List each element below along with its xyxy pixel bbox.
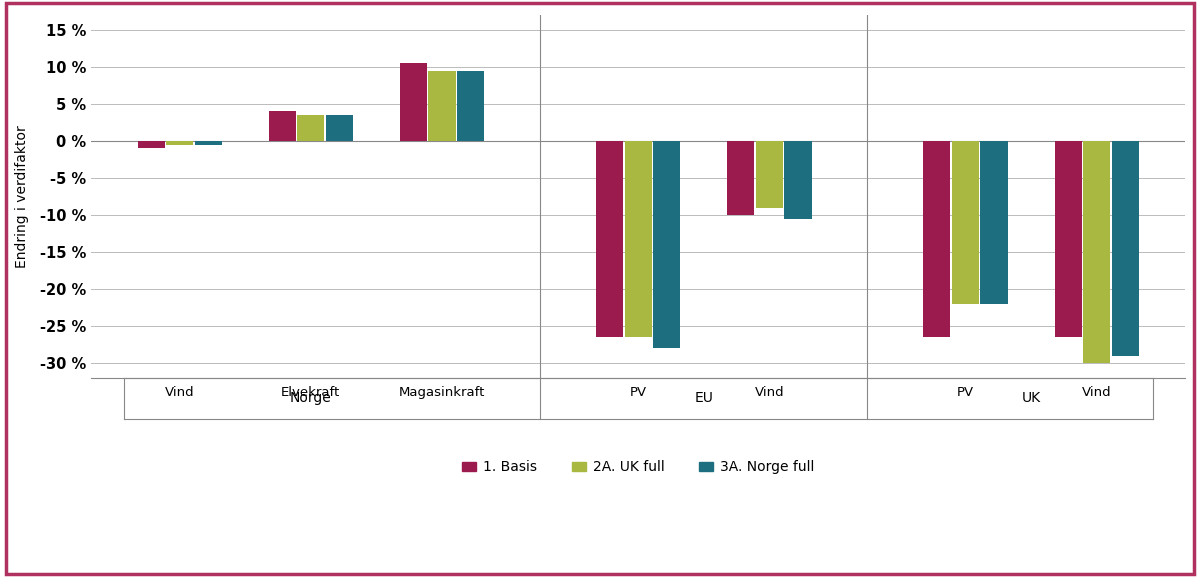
Bar	[727, 141, 755, 215]
Bar	[1111, 141, 1139, 356]
Bar	[269, 111, 296, 141]
Bar	[298, 115, 324, 141]
Bar	[326, 115, 353, 141]
Bar	[166, 141, 193, 145]
Text: Norge: Norge	[290, 391, 331, 405]
Bar	[785, 141, 811, 219]
Text: UK: UK	[1021, 391, 1040, 405]
Bar	[625, 141, 652, 337]
Bar	[1084, 141, 1110, 363]
Bar	[194, 141, 222, 145]
Bar	[428, 70, 456, 141]
Bar	[980, 141, 1008, 304]
Legend: 1. Basis, 2A. UK full, 3A. Norge full: 1. Basis, 2A. UK full, 3A. Norge full	[456, 455, 820, 480]
Bar	[138, 141, 164, 148]
Bar	[400, 63, 427, 141]
Bar	[596, 141, 623, 337]
Bar	[1055, 141, 1081, 337]
Bar	[457, 70, 484, 141]
Bar	[952, 141, 979, 304]
Text: EU: EU	[695, 391, 713, 405]
Y-axis label: Endring i verdifaktor: Endring i verdifaktor	[14, 125, 29, 268]
Bar	[923, 141, 950, 337]
Bar	[653, 141, 680, 349]
Bar	[756, 141, 782, 208]
